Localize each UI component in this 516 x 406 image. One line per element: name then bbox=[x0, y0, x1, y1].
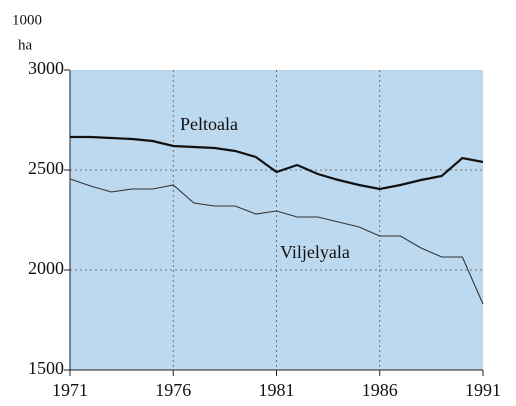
y-axis-label: 1000 bbox=[12, 12, 42, 28]
y-axis-label: ha bbox=[18, 37, 33, 53]
y-tick-label: 1500 bbox=[28, 358, 64, 378]
y-tick-label: 2500 bbox=[28, 158, 64, 178]
y-tick-label: 2000 bbox=[28, 258, 64, 278]
y-tick-label: 3000 bbox=[28, 58, 64, 78]
data-line bbox=[70, 135, 484, 191]
data-line bbox=[69, 178, 484, 305]
x-tick-label: 1981 bbox=[259, 380, 295, 400]
x-tick-label: 1971 bbox=[52, 380, 88, 400]
series-label: Peltoala bbox=[180, 114, 238, 134]
x-tick-label: 1991 bbox=[465, 380, 501, 400]
series-label: Viljelyala bbox=[280, 242, 350, 262]
x-tick-label: 1976 bbox=[155, 380, 191, 400]
x-tick-label: 1986 bbox=[362, 380, 398, 400]
